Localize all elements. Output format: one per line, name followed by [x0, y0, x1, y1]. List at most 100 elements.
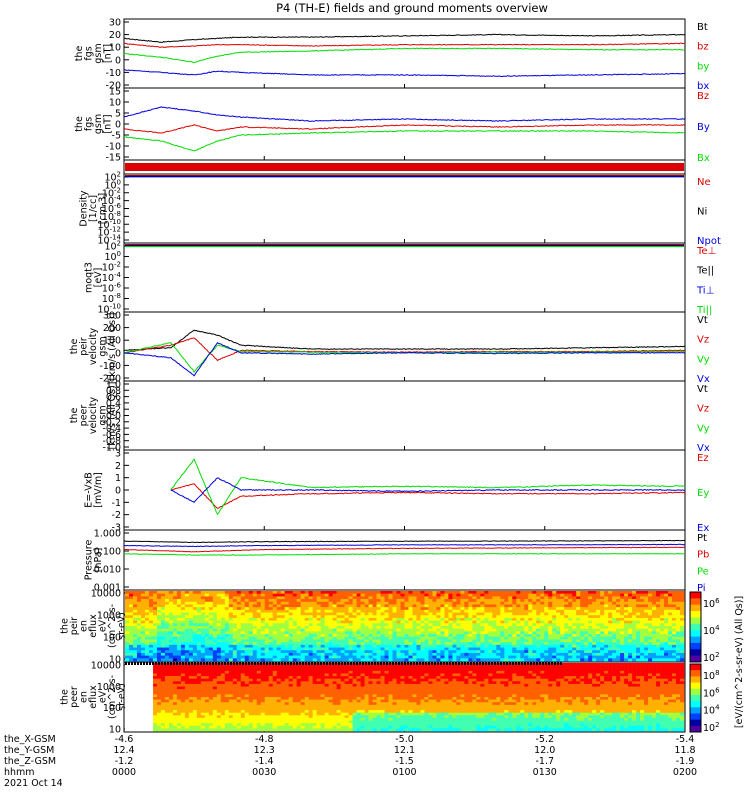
- heatmap-cell: [352, 639, 357, 643]
- heatmap-cell: [576, 634, 581, 638]
- heatmap-cell: [216, 689, 222, 693]
- heatmap-cell: [500, 642, 505, 646]
- y-tick-label: 10000: [91, 589, 121, 600]
- heatmap-cell: [572, 623, 577, 627]
- heatmap-cell: [196, 652, 202, 656]
- heatmap-cell: [528, 612, 533, 616]
- heatmap-cell: [272, 720, 278, 724]
- heatmap-cell: [244, 655, 250, 659]
- heatmap-cell: [416, 647, 421, 651]
- heatmap-cell: [200, 707, 206, 711]
- heatmap-cell: [252, 704, 258, 708]
- heatmap-cell: [140, 644, 146, 648]
- heatmap-cell: [440, 612, 445, 616]
- heatmap-cell: [604, 650, 609, 654]
- heatmap-cell: [228, 697, 234, 700]
- heatmap-cell: [152, 620, 158, 624]
- heatmap-cell: [512, 652, 517, 656]
- heatmap-cell: [444, 593, 449, 597]
- heatmap-cell: [140, 634, 146, 638]
- heatmap-cell: [672, 631, 677, 635]
- heatmap-cell: [672, 655, 677, 659]
- heatmap-cell: [192, 644, 198, 648]
- heatmap-cell: [628, 607, 633, 611]
- heatmap-cell: [268, 720, 274, 724]
- heatmap-cell: [256, 683, 262, 687]
- heatmap-cell: [288, 665, 293, 669]
- heatmap-cell: [208, 691, 214, 695]
- heatmap-cell: [332, 591, 337, 594]
- heatmap-cell: [404, 655, 409, 659]
- heatmap-cell: [396, 647, 401, 651]
- heatmap-cell: [125, 615, 130, 619]
- heatmap-cell: [296, 717, 301, 721]
- heatmap-cell: [164, 710, 170, 713]
- heatmap-cell: [300, 593, 305, 597]
- heatmap-cell: [444, 650, 449, 654]
- heatmap-cell: [516, 626, 521, 629]
- heatmap-cell: [244, 628, 250, 632]
- heatmap-cell: [392, 623, 397, 627]
- heatmap-cell: [244, 694, 250, 698]
- heatmap-cell: [340, 650, 345, 654]
- heatmap-cell: [288, 728, 293, 732]
- heatmap-cell: [332, 615, 337, 619]
- heatmap-cell: [364, 609, 369, 613]
- heatmap-cell: [300, 650, 305, 654]
- heatmap-cell: [172, 686, 178, 690]
- heatmap-cell: [196, 673, 202, 677]
- heatmap-cell: [428, 591, 433, 594]
- heatmap-cell: [456, 617, 461, 621]
- heatmap-cell: [168, 715, 174, 719]
- heatmap-cell: [612, 658, 617, 662]
- heatmap-cell: [328, 591, 333, 594]
- heatmap-cell: [568, 644, 573, 648]
- heatmap-cell: [648, 647, 653, 651]
- heatmap-cell: [416, 601, 421, 605]
- heatmap-cell: [360, 655, 365, 659]
- heatmap-cell: [276, 623, 282, 627]
- heatmap-cell: [236, 728, 242, 732]
- heatmap-cell: [240, 620, 246, 624]
- heatmap-cell: [156, 652, 162, 656]
- heatmap-cell: [256, 702, 262, 706]
- heatmap-cell: [504, 604, 509, 608]
- heatmap-cell: [204, 623, 210, 627]
- heatmap-cell: [188, 683, 194, 687]
- heatmap-cell: [660, 601, 665, 605]
- heatmap-cell: [624, 607, 629, 611]
- y-axis-label-line: en: [79, 620, 90, 632]
- heatmap-cell: [292, 673, 297, 677]
- heatmap-cell: [236, 591, 242, 594]
- heatmap-cell: [296, 691, 301, 695]
- heatmap-cell: [308, 601, 313, 605]
- heatmap-cell: [604, 620, 609, 624]
- heatmap-cell: [548, 593, 553, 597]
- heatmap-cell: [268, 702, 274, 706]
- heatmap-cell: [132, 634, 138, 638]
- heatmap-cell: [152, 689, 158, 693]
- heatmap-cell: [672, 644, 677, 648]
- heatmap-cell: [292, 723, 297, 727]
- heatmap-cell: [536, 628, 541, 632]
- heatmap-cell: [616, 615, 621, 619]
- heatmap-cell: [232, 626, 238, 629]
- heatmap-cell: [420, 642, 425, 646]
- heatmap-cell: [264, 697, 270, 700]
- heatmap-cell: [236, 725, 242, 729]
- heatmap-cell: [240, 658, 246, 662]
- heatmap-cell: [540, 636, 545, 640]
- heatmap-cell: [240, 647, 246, 651]
- heatmap-cell: [580, 601, 585, 605]
- heatmap-cell: [448, 642, 453, 646]
- heatmap-cell: [192, 593, 198, 597]
- heatmap-cell: [592, 650, 597, 654]
- heatmap-cell: [316, 617, 321, 621]
- heatmap-cell: [260, 689, 266, 693]
- heatmap-cell: [196, 728, 202, 732]
- heatmap-cell: [556, 634, 561, 638]
- heatmap-cell: [432, 647, 437, 651]
- heatmap-cell: [576, 647, 581, 651]
- heatmap-cell: [516, 652, 521, 656]
- heatmap-cell: [576, 631, 581, 635]
